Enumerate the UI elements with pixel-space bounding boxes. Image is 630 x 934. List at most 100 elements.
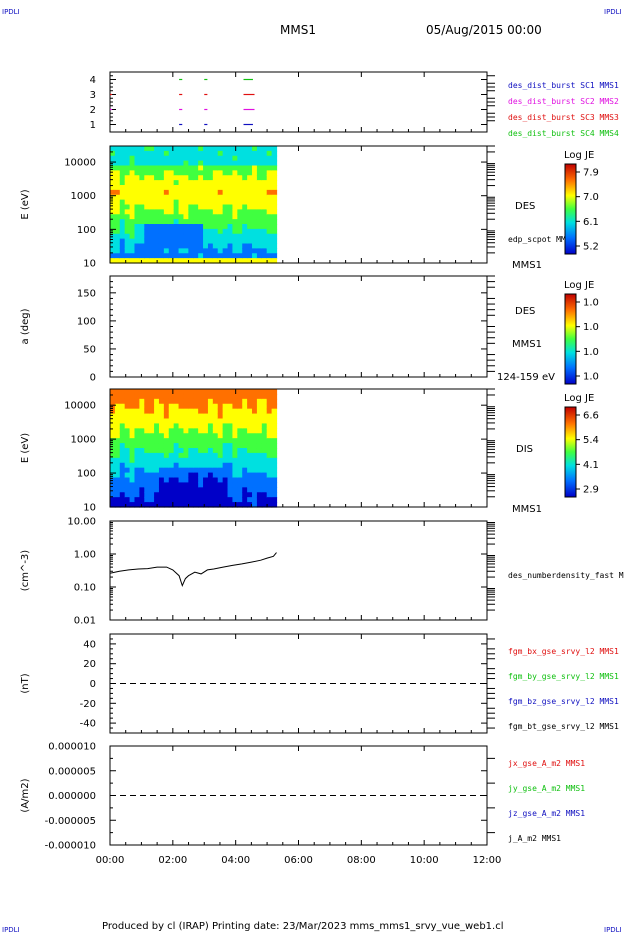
des-energy-heatmap-cell <box>129 150 136 157</box>
dis-energy-heatmap-cell <box>119 487 126 493</box>
des-energy-heatmap-cell <box>271 258 278 264</box>
dis-energy-heatmap-cell <box>114 403 121 410</box>
des-energy-heatmap-cell <box>188 189 194 196</box>
current-density-y-tick-label: 0.000005 <box>48 766 96 777</box>
des-energy-heatmap-cell <box>173 214 180 220</box>
dis-energy-heatmap-cell <box>188 443 194 449</box>
dis-energy-heatmap-cell <box>207 482 214 488</box>
des-pitch-colorbar-tick-label: 1.0 <box>583 298 599 309</box>
des-energy-heatmap-cell <box>203 185 209 191</box>
density-y-tick-label: 0.01 <box>74 616 96 627</box>
des-energy-heatmap-cell <box>154 228 160 235</box>
dis-energy-heatmap-cell <box>129 408 136 415</box>
dis-energy-heatmap-cell <box>256 487 263 493</box>
dis-energy-heatmap-cell <box>212 443 219 449</box>
dis-energy-heatmap-cell <box>198 497 204 503</box>
des-energy-heatmap-cell <box>134 214 140 220</box>
des-energy-heatmap-cell <box>222 253 229 259</box>
des-energy-heatmap-cell <box>119 189 126 196</box>
dis-energy-heatmap-cell <box>207 443 214 449</box>
dis-energy-heatmap-cell <box>203 497 209 503</box>
des-energy-heatmap-cell <box>247 219 253 225</box>
des-energy-heatmap-cell <box>134 194 140 201</box>
dis-energy-heatmap-cell <box>114 497 121 503</box>
dis-energy-heatmap-cell <box>261 467 268 474</box>
des-energy-heatmap-cell <box>178 146 185 152</box>
des-energy-heatmap-cell <box>222 248 229 254</box>
des-energy-heatmap-cell <box>256 224 263 230</box>
dis-energy-heatmap-cell <box>237 448 243 454</box>
dis-energy-heatmap-cell <box>129 462 136 469</box>
dis-energy-heatmap-cell <box>237 398 243 405</box>
dis-energy-heatmap-cell <box>149 467 155 474</box>
des-energy-heatmap-cell <box>134 150 140 157</box>
dis-energy-heatmap-cell <box>149 428 155 434</box>
des-energy-heatmap-cell <box>207 175 214 181</box>
dis-energy-heatmap-cell <box>207 423 214 429</box>
dis-energy-heatmap-cell <box>193 428 199 434</box>
dis-energy-heatmap-cell <box>144 457 150 464</box>
dis-energy-heatmap-cell <box>144 403 150 410</box>
des-energy-heatmap-cell <box>237 150 243 157</box>
des-energy-heatmap-cell <box>188 214 194 220</box>
dis-energy-heatmap-cell <box>217 423 224 429</box>
des-energy-heatmap-cell <box>266 194 273 201</box>
dis-energy-heatmap-cell <box>242 438 248 444</box>
dis-energy-heatmap-cell <box>198 418 204 425</box>
dis-energy-heatmap-cell <box>168 487 175 493</box>
dis-energy-heatmap-cell <box>217 438 224 444</box>
dis-energy-heatmap-cell <box>232 438 238 444</box>
des-energy-heatmap-cell <box>217 228 224 235</box>
dis-energy-heatmap-cell <box>247 497 253 503</box>
dis-energy-heatmap-cell <box>242 423 248 429</box>
des-energy-heatmap-cell <box>139 253 145 259</box>
dis-energy-heatmap-cell <box>188 452 194 459</box>
dis-energy-heatmap-cell <box>217 482 224 488</box>
des-energy-heatmap-cell <box>188 199 194 206</box>
dis-energy-heatmap-cell <box>232 477 238 484</box>
dis-energy-heatmap-cell <box>173 492 180 498</box>
des-energy-heatmap-cell <box>222 209 229 215</box>
des-energy-heatmap-cell <box>139 165 145 171</box>
des-energy-heatmap-cell <box>178 228 185 235</box>
dis-energy-heatmap-cell <box>124 482 131 488</box>
dis-energy-heatmap-cell <box>212 502 219 508</box>
dis-energy-heatmap-cell <box>207 408 214 415</box>
dis-energy-heatmap-cell <box>217 497 224 503</box>
des-energy-heatmap-cell <box>154 160 160 167</box>
des-energy-heatmap-cell <box>261 150 268 157</box>
des-energy-heatmap-cell <box>178 175 185 181</box>
dis-energy-heatmap-cell <box>144 502 150 508</box>
dis-energy-heatmap-cell <box>139 497 145 503</box>
dis-energy-heatmap-cell <box>158 492 165 498</box>
des-energy-heatmap-cell <box>256 209 263 215</box>
des-energy-heatmap-cell <box>207 258 214 264</box>
dis-energy-heatmap-cell <box>198 467 204 474</box>
des-energy-heatmap-cell <box>271 194 278 201</box>
magnetic-field-legend-bz: fgm_bz_gse_srvy_l2 MMS1 <box>508 697 619 706</box>
dis-energy-heatmap-cell <box>163 452 170 459</box>
dis-energy-heatmap-cell <box>124 438 131 444</box>
dis-energy-heatmap-cell <box>154 472 160 479</box>
dis-energy-heatmap-cell <box>134 389 140 395</box>
dis-energy-heatmap-cell <box>129 492 136 498</box>
dis-energy-heatmap-cell <box>158 457 165 464</box>
dis-energy-heatmap-cell <box>119 448 126 454</box>
dis-energy-heatmap-cell <box>173 413 180 420</box>
des-energy-heatmap-cell <box>207 170 214 176</box>
des-energy-heatmap-cell <box>144 170 150 176</box>
des-energy-heatmap-cell <box>252 175 258 181</box>
dis-energy-heatmap-cell <box>247 413 253 420</box>
des-energy-heatmap-cell <box>173 224 180 230</box>
des-energy-heatmap-cell <box>114 155 121 162</box>
des-energy-heatmap-cell <box>193 199 199 206</box>
dis-energy-heatmap-cell <box>242 443 248 449</box>
des-energy-heatmap-cell <box>242 219 248 225</box>
dis-energy-heatmap-cell <box>261 428 268 434</box>
des-energy-heatmap-cell <box>193 233 199 240</box>
des-energy-heatmap-cell <box>183 224 189 230</box>
dis-energy-heatmap-cell <box>247 457 253 464</box>
dis-energy-heatmap-cell <box>217 477 224 484</box>
dis-energy-heatmap-cell <box>247 492 253 498</box>
des-energy-heatmap-cell <box>183 146 189 152</box>
